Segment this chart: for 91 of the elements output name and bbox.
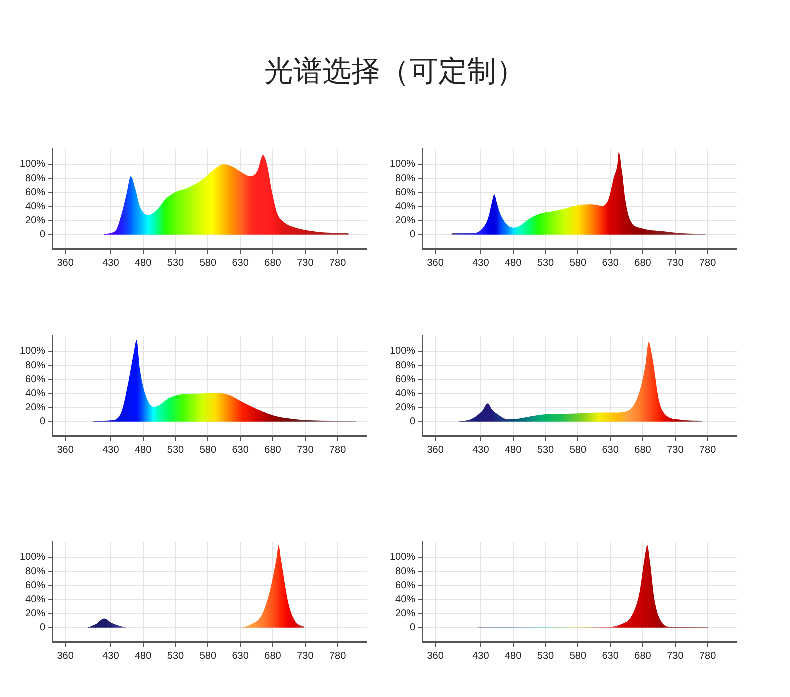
x-tick-label: 530 bbox=[167, 444, 185, 456]
x-tick-label: 580 bbox=[570, 444, 587, 456]
x-tick-label: 360 bbox=[57, 258, 74, 269]
x-tick-label: 780 bbox=[329, 650, 347, 662]
x-tick-label: 780 bbox=[329, 258, 347, 269]
x-tick-label: 630 bbox=[602, 444, 620, 456]
x-tick-label: 780 bbox=[699, 444, 717, 456]
y-tick-label: 100% bbox=[390, 159, 416, 170]
x-tick-label: 630 bbox=[232, 650, 250, 662]
x-tick-label: 780 bbox=[699, 650, 717, 662]
y-tick-label: 40% bbox=[26, 594, 46, 606]
x-tick-label: 630 bbox=[232, 258, 250, 269]
x-tick-label: 580 bbox=[570, 650, 587, 662]
x-tick-label: 480 bbox=[134, 650, 152, 662]
y-tick-label: 0 bbox=[410, 622, 416, 634]
y-tick-label: 60% bbox=[396, 187, 416, 198]
x-tick-label: 730 bbox=[667, 650, 684, 662]
y-tick-label: 20% bbox=[396, 608, 416, 620]
x-tick-label: 580 bbox=[570, 258, 587, 269]
x-tick-label: 530 bbox=[167, 650, 185, 662]
x-tick-label: 480 bbox=[504, 650, 522, 662]
y-tick-label: 80% bbox=[396, 566, 416, 578]
x-tick-label: 730 bbox=[297, 258, 314, 269]
x-tick-label: 630 bbox=[602, 650, 620, 662]
x-tick-label: 530 bbox=[537, 258, 555, 269]
x-tick-label: 680 bbox=[264, 258, 282, 269]
x-tick-label: 730 bbox=[667, 444, 684, 456]
y-tick-label: 100% bbox=[390, 346, 416, 358]
x-tick-label: 430 bbox=[472, 650, 490, 662]
x-tick-label: 430 bbox=[102, 258, 120, 269]
x-tick-label: 530 bbox=[537, 650, 555, 662]
y-tick-label: 60% bbox=[396, 374, 416, 386]
x-tick-label: 360 bbox=[427, 258, 444, 269]
x-tick-label: 430 bbox=[472, 258, 490, 269]
y-tick-label: 0 bbox=[410, 230, 416, 241]
y-tick-label: 100% bbox=[20, 552, 46, 564]
y-tick-label: 40% bbox=[26, 388, 46, 400]
x-tick-label: 730 bbox=[297, 650, 314, 662]
x-tick-label: 780 bbox=[329, 444, 347, 456]
y-tick-label: 0 bbox=[40, 622, 46, 634]
x-tick-label: 430 bbox=[472, 444, 490, 456]
x-tick-label: 680 bbox=[264, 444, 282, 456]
y-tick-label: 100% bbox=[20, 159, 46, 170]
x-tick-label: 630 bbox=[602, 258, 620, 269]
y-tick-label: 20% bbox=[396, 402, 416, 414]
x-tick-label: 680 bbox=[634, 258, 652, 269]
y-tick-label: 100% bbox=[20, 346, 46, 358]
y-tick-label: 80% bbox=[26, 173, 46, 184]
y-tick-label: 60% bbox=[26, 374, 46, 386]
y-tick-label: 20% bbox=[26, 608, 46, 620]
x-tick-label: 580 bbox=[200, 650, 217, 662]
y-tick-label: 80% bbox=[26, 566, 46, 578]
x-tick-label: 430 bbox=[102, 444, 120, 456]
x-tick-label: 680 bbox=[264, 650, 282, 662]
y-tick-label: 40% bbox=[26, 201, 46, 212]
x-tick-label: 680 bbox=[634, 650, 652, 662]
y-tick-label: 20% bbox=[26, 216, 46, 227]
x-tick-label: 530 bbox=[537, 444, 555, 456]
x-tick-label: 580 bbox=[200, 258, 217, 269]
y-tick-label: 80% bbox=[396, 360, 416, 372]
x-tick-label: 430 bbox=[102, 650, 120, 662]
x-tick-label: 630 bbox=[232, 444, 250, 456]
x-tick-label: 360 bbox=[57, 444, 74, 456]
y-tick-label: 20% bbox=[26, 402, 46, 414]
x-tick-label: 730 bbox=[297, 444, 314, 456]
y-tick-label: 20% bbox=[396, 216, 416, 227]
x-tick-label: 580 bbox=[200, 444, 217, 456]
y-tick-label: 0 bbox=[40, 416, 46, 428]
y-tick-label: 0 bbox=[410, 416, 416, 428]
x-tick-label: 480 bbox=[134, 258, 152, 269]
y-tick-label: 40% bbox=[396, 594, 416, 606]
y-tick-label: 100% bbox=[390, 552, 416, 564]
y-tick-label: 60% bbox=[396, 580, 416, 592]
y-tick-label: 80% bbox=[396, 173, 416, 184]
x-tick-label: 780 bbox=[699, 258, 717, 269]
y-tick-label: 40% bbox=[396, 388, 416, 400]
x-tick-label: 730 bbox=[667, 258, 684, 269]
y-tick-label: 40% bbox=[396, 201, 416, 212]
x-tick-label: 480 bbox=[134, 444, 152, 456]
x-tick-label: 480 bbox=[504, 258, 522, 269]
x-tick-label: 360 bbox=[57, 650, 74, 662]
x-tick-label: 360 bbox=[427, 444, 444, 456]
y-tick-label: 60% bbox=[26, 580, 46, 592]
y-tick-label: 60% bbox=[26, 187, 46, 198]
y-tick-label: 0 bbox=[40, 230, 46, 241]
y-tick-label: 80% bbox=[26, 360, 46, 372]
x-tick-label: 480 bbox=[504, 444, 522, 456]
x-tick-label: 530 bbox=[167, 258, 185, 269]
x-tick-label: 360 bbox=[427, 650, 444, 662]
chart-title: 光谱选择（可定制） bbox=[264, 53, 526, 90]
x-tick-label: 680 bbox=[634, 444, 652, 456]
